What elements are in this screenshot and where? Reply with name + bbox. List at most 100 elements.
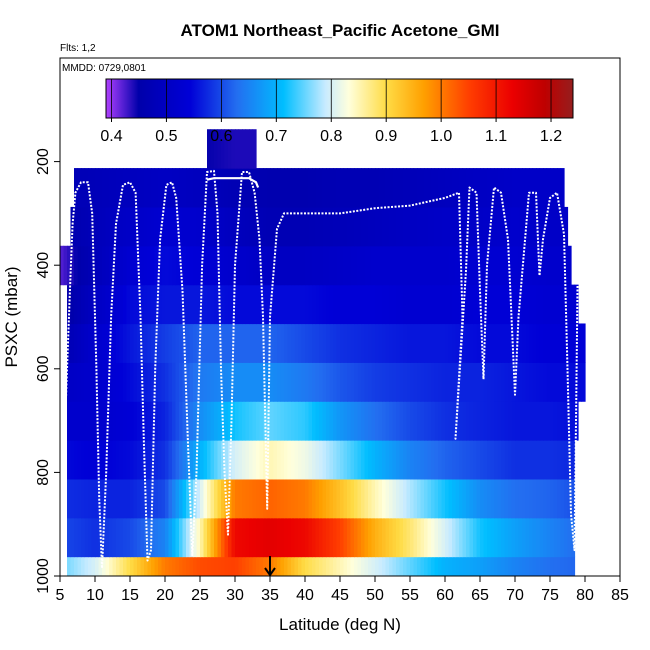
heatmap-cell: [536, 284, 541, 325]
heatmap-cell: [280, 440, 285, 480]
heatmap-cell: [182, 478, 187, 519]
heatmap-cell: [550, 556, 555, 576]
heatmap-cell: [434, 478, 439, 519]
heatmap-cell: [287, 517, 292, 558]
heatmap-cell: [98, 323, 103, 363]
heatmap-cell: [532, 440, 537, 480]
heatmap-cell: [322, 556, 327, 576]
heatmap-cell: [88, 323, 93, 363]
heatmap-cell: [144, 517, 149, 558]
heatmap-cell: [560, 440, 565, 480]
heatmap-cell: [252, 401, 257, 441]
heatmap-cell: [403, 556, 408, 576]
heatmap-cell: [459, 206, 464, 247]
heatmap-cell: [420, 517, 425, 558]
heatmap-cell: [329, 323, 334, 363]
heatmap-cell: [511, 556, 516, 576]
heatmap-cell: [210, 478, 215, 519]
heatmap-cell: [277, 284, 282, 325]
heatmap-cell: [291, 517, 296, 558]
heatmap-cell: [382, 206, 387, 247]
heatmap-cell: [455, 168, 460, 208]
heatmap-cell: [287, 478, 292, 519]
heatmap-cell: [259, 401, 264, 441]
heatmap-cell: [445, 245, 450, 286]
x-tick-label: 5: [56, 587, 65, 604]
heatmap-cell: [179, 401, 184, 441]
heatmap-cell: [480, 440, 485, 480]
heatmap-cell: [126, 517, 131, 558]
heatmap-cell: [112, 323, 117, 363]
heatmap-cell: [312, 168, 317, 208]
heatmap-cell: [553, 517, 558, 558]
heatmap-cell: [224, 401, 229, 441]
heatmap-cell: [301, 284, 306, 325]
heatmap-cell: [336, 206, 341, 247]
heatmap-cell: [469, 284, 474, 325]
heatmap-cell: [448, 440, 453, 480]
heatmap-cell: [137, 245, 142, 286]
heatmap-cell: [539, 245, 544, 286]
heatmap-cell: [553, 168, 558, 208]
heatmap-cell: [525, 478, 530, 519]
heatmap-cell: [231, 362, 236, 402]
heatmap-cell: [196, 401, 201, 441]
heatmap-cell: [525, 284, 530, 325]
heatmap-cell: [119, 245, 124, 286]
heatmap-cell: [182, 517, 187, 558]
heatmap-cell: [319, 401, 324, 441]
heatmap-cell: [287, 556, 292, 576]
heatmap-cell: [256, 168, 261, 208]
heatmap-cell: [557, 401, 562, 441]
heatmap-cell: [81, 478, 86, 519]
heatmap-cell: [161, 401, 166, 441]
heatmap-cell: [231, 129, 236, 169]
heatmap-cell: [501, 323, 506, 363]
heatmap-cell: [413, 517, 418, 558]
heatmap-cell: [564, 206, 569, 247]
heatmap-cell: [207, 129, 212, 169]
heatmap-cell: [165, 362, 170, 402]
heatmap-cell: [375, 168, 380, 208]
heatmap-cell: [126, 478, 131, 519]
heatmap-cell: [179, 362, 184, 402]
heatmap-cell: [130, 284, 135, 325]
heatmap-cell: [172, 362, 177, 402]
heatmap-cell: [452, 401, 457, 441]
heatmap-cell: [207, 206, 212, 247]
heatmap-cell: [511, 284, 516, 325]
heatmap-cell: [385, 323, 390, 363]
heatmap-cell: [431, 362, 436, 402]
heatmap-cell: [291, 556, 296, 576]
heatmap-cell: [413, 245, 418, 286]
heatmap-cell: [210, 168, 215, 208]
heatmap-cell: [249, 478, 254, 519]
heatmap-cell: [235, 323, 240, 363]
heatmap-cell: [529, 556, 534, 576]
heatmap-cell: [77, 206, 82, 247]
heatmap-cell: [305, 478, 310, 519]
heatmap-cell: [560, 168, 565, 208]
heatmap-cell: [259, 556, 264, 576]
heatmap-cell: [319, 323, 324, 363]
heatmap-cell: [410, 362, 415, 402]
heatmap-cell: [154, 168, 159, 208]
heatmap-cell: [326, 206, 331, 247]
heatmap-cell: [396, 401, 401, 441]
heatmap-cell: [529, 284, 534, 325]
heatmap-cell: [105, 323, 110, 363]
heatmap-cell: [154, 362, 159, 402]
heatmap-cell: [301, 556, 306, 576]
heatmap-cell: [536, 478, 541, 519]
heatmap-cell: [546, 245, 551, 286]
heatmap-cell: [529, 323, 534, 363]
heatmap-cell: [508, 206, 513, 247]
heatmap-cell: [399, 284, 404, 325]
heatmap-cell: [161, 362, 166, 402]
heatmap-cell: [571, 284, 576, 325]
heatmap-cell: [77, 168, 82, 208]
heatmap-cell: [340, 245, 345, 286]
heatmap-cell: [312, 362, 317, 402]
heatmap-cell: [116, 517, 121, 558]
heatmap-cell: [368, 440, 373, 480]
